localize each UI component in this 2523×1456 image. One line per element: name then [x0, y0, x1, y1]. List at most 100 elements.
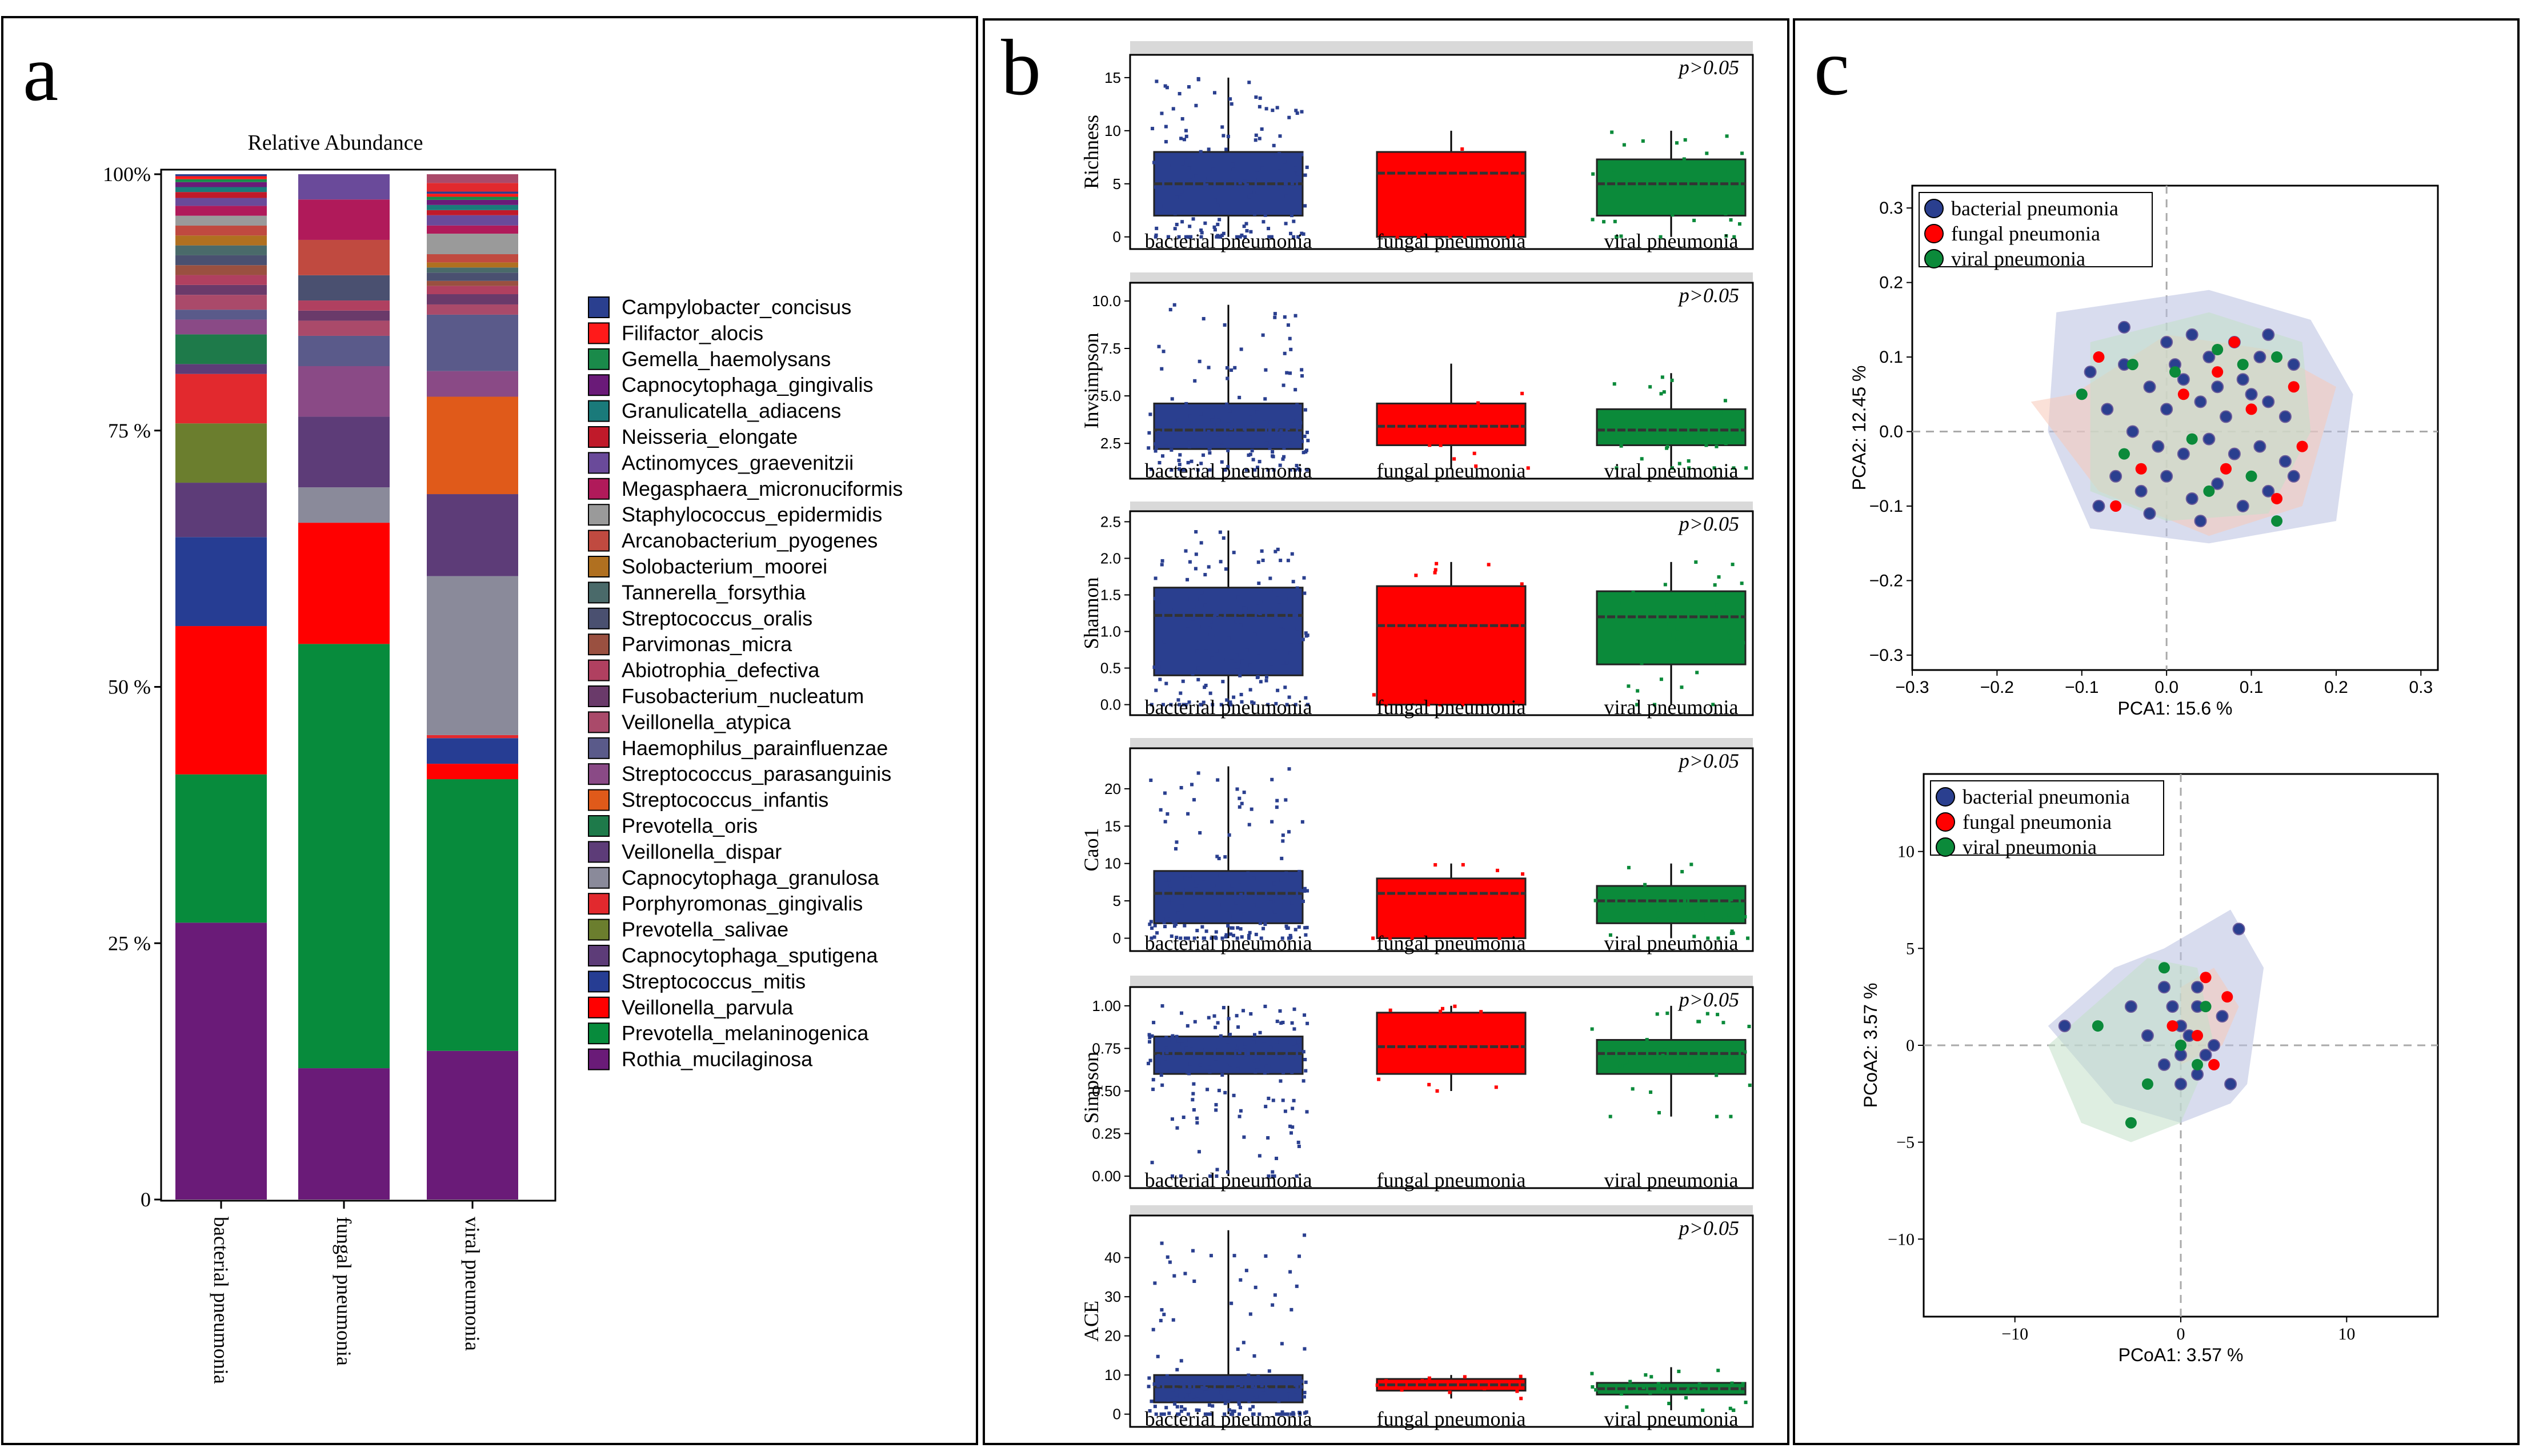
- data-point: [1159, 1073, 1163, 1077]
- data-point: [1234, 187, 1238, 191]
- data-point: [1148, 922, 1152, 926]
- data-point: [2208, 1058, 2220, 1070]
- legend-label: Capnocytophaga_gingivalis: [622, 373, 873, 396]
- data-point: [1737, 222, 1741, 226]
- panel-letter-b: b: [1001, 23, 1041, 112]
- bar-segment: [175, 179, 267, 182]
- data-point: [1204, 649, 1208, 653]
- data-point: [1288, 1270, 1292, 1274]
- data-point: [1258, 105, 1262, 109]
- y-axis-label: Invsimpson: [1080, 332, 1103, 428]
- data-point: [2245, 388, 2258, 401]
- data-point: [1179, 1409, 1183, 1413]
- data-point: [1277, 1399, 1281, 1403]
- data-point: [1159, 808, 1163, 812]
- data-point: [1256, 875, 1260, 879]
- data-point: [2220, 410, 2233, 423]
- data-point: [2141, 1078, 2153, 1090]
- data-point: [1249, 230, 1253, 234]
- data-point: [1154, 185, 1158, 189]
- data-point: [1622, 143, 1626, 147]
- data-point: [1180, 190, 1184, 194]
- data-point: [1190, 459, 1194, 463]
- data-point: [1410, 936, 1414, 940]
- data-point: [1184, 186, 1188, 190]
- data-point: [1689, 863, 1693, 867]
- data-point: [1256, 1375, 1260, 1379]
- data-point: [1284, 222, 1288, 226]
- data-point: [2160, 335, 2173, 348]
- data-point: [1675, 637, 1679, 641]
- data-point: [1291, 1045, 1295, 1049]
- data-point: [1156, 598, 1160, 602]
- data-point: [1226, 1170, 1230, 1174]
- data-point: [1172, 924, 1176, 928]
- data-point: [1288, 933, 1292, 937]
- data-point: [1447, 157, 1451, 161]
- data-point: [1279, 627, 1283, 631]
- data-point: [1215, 1174, 1219, 1178]
- data-point: [2200, 1001, 2212, 1013]
- data-point: [1249, 207, 1253, 211]
- data-point: [1290, 1070, 1294, 1074]
- data-point: [1264, 1254, 1268, 1258]
- data-point: [1697, 1382, 1701, 1386]
- data-point: [1203, 177, 1207, 181]
- data-point: [1150, 926, 1154, 930]
- data-point: [1285, 661, 1289, 665]
- data-point: [1154, 1412, 1158, 1416]
- bar-segment: [427, 267, 518, 273]
- data-point: [1175, 1034, 1179, 1038]
- data-point: [1640, 457, 1644, 461]
- data-point: [1267, 1369, 1271, 1373]
- data-point: [1203, 1387, 1207, 1391]
- data-point: [1173, 433, 1177, 437]
- data-point: [1184, 235, 1188, 239]
- data-point: [1148, 1409, 1152, 1413]
- data-point: [1171, 1174, 1175, 1178]
- data-point: [1600, 1046, 1604, 1050]
- data-point: [1260, 166, 1264, 170]
- data-point: [1198, 831, 1202, 835]
- data-point: [1292, 1098, 1296, 1102]
- bar-segment: [427, 210, 518, 215]
- data-point: [1186, 812, 1190, 816]
- y-tick-label: 10: [1104, 122, 1121, 139]
- bar-segment: [298, 275, 390, 301]
- data-point: [1250, 807, 1254, 811]
- data-point: [1207, 565, 1211, 569]
- y-tick-label: 100%: [103, 163, 151, 186]
- data-point: [1683, 899, 1687, 903]
- bar-segment: [175, 626, 267, 775]
- data-point: [1183, 1272, 1187, 1275]
- bar-segment: [427, 576, 518, 735]
- data-point: [1243, 427, 1247, 431]
- data-point: [1206, 1379, 1210, 1383]
- data-point: [1286, 1389, 1290, 1393]
- data-point: [2237, 359, 2249, 371]
- data-point: [1240, 935, 1244, 939]
- data-point: [1214, 1060, 1218, 1064]
- data-point: [1271, 1098, 1275, 1102]
- data-point: [1433, 568, 1437, 572]
- data-point: [1254, 133, 1258, 137]
- data-point: [1283, 351, 1287, 355]
- data-point: [1692, 1388, 1696, 1392]
- data-point: [1157, 344, 1161, 348]
- box: [1596, 408, 1747, 446]
- data-point: [1282, 446, 1286, 450]
- data-point: [1269, 1045, 1273, 1049]
- bar-segment: [175, 265, 267, 275]
- data-point: [1192, 936, 1196, 940]
- y-tick-label: −10: [1888, 1230, 1915, 1249]
- data-point: [2092, 499, 2105, 512]
- bar-segment: [427, 286, 518, 295]
- data-point: [1211, 633, 1215, 637]
- data-point: [1180, 904, 1184, 908]
- data-point: [1304, 933, 1308, 937]
- facet-strip: [1130, 502, 1753, 511]
- data-point: [1214, 1108, 1218, 1112]
- data-point: [1164, 1036, 1168, 1040]
- legend-swatch: [588, 581, 610, 604]
